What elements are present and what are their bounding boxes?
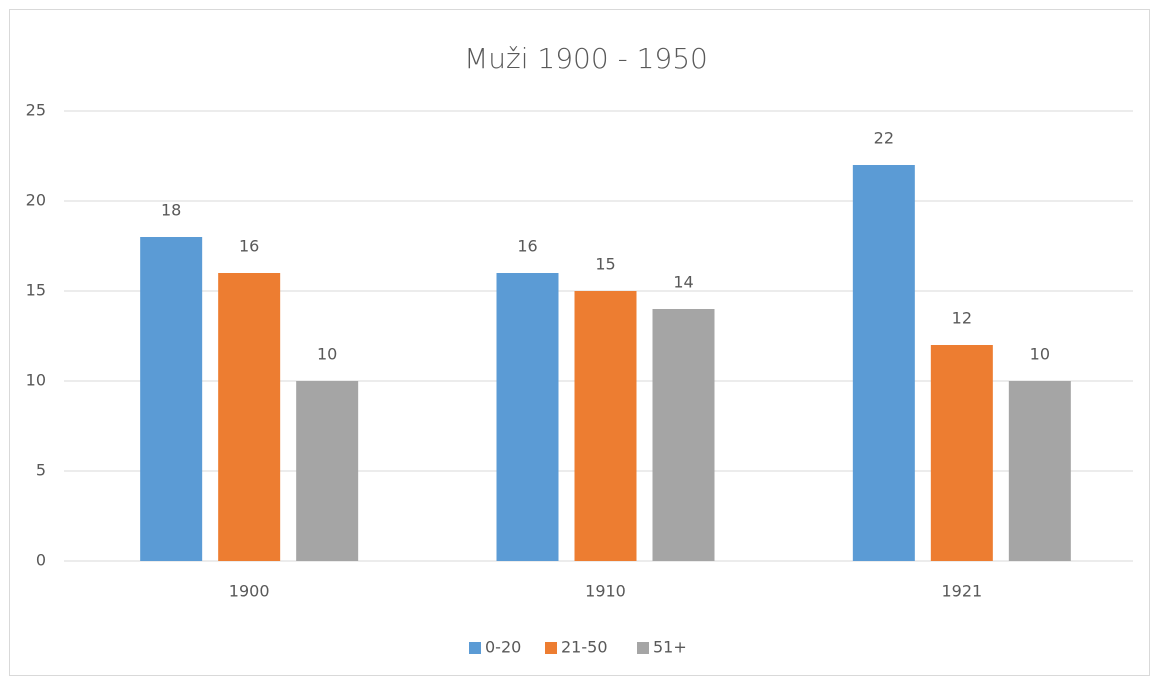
bar xyxy=(140,237,203,561)
x-tick-label: 1900 xyxy=(229,582,270,601)
bar xyxy=(218,273,281,561)
bar xyxy=(1008,381,1071,561)
data-label: 22 xyxy=(874,129,894,148)
x-tick-label: 1921 xyxy=(941,582,982,601)
data-label: 16 xyxy=(239,237,259,256)
data-label: 18 xyxy=(161,201,181,220)
bar xyxy=(574,291,637,561)
y-tick-label: 10 xyxy=(26,371,46,390)
y-tick-label: 20 xyxy=(26,191,46,210)
legend-label: 51+ xyxy=(653,638,687,657)
legend-swatch xyxy=(469,642,481,654)
chart-title: Muži 1900 - 1950 xyxy=(464,42,708,75)
y-tick-label: 5 xyxy=(36,461,46,480)
legend-swatch xyxy=(545,642,557,654)
data-label: 10 xyxy=(1030,345,1050,364)
y-tick-label: 25 xyxy=(26,101,46,120)
legend-label: 21-50 xyxy=(561,638,608,657)
data-label: 10 xyxy=(317,345,337,364)
legend-swatch xyxy=(637,642,649,654)
bar xyxy=(852,165,915,561)
y-tick-label: 0 xyxy=(36,551,46,570)
bar xyxy=(652,309,715,561)
data-label: 15 xyxy=(595,255,615,274)
x-tick-label: 1910 xyxy=(585,582,626,601)
bar xyxy=(296,381,359,561)
bar xyxy=(930,345,993,561)
data-label: 14 xyxy=(673,273,693,292)
data-label: 12 xyxy=(952,309,972,328)
data-label: 16 xyxy=(517,237,537,256)
legend-label: 0-20 xyxy=(485,638,521,657)
bar xyxy=(496,273,559,561)
y-tick-label: 15 xyxy=(26,281,46,300)
